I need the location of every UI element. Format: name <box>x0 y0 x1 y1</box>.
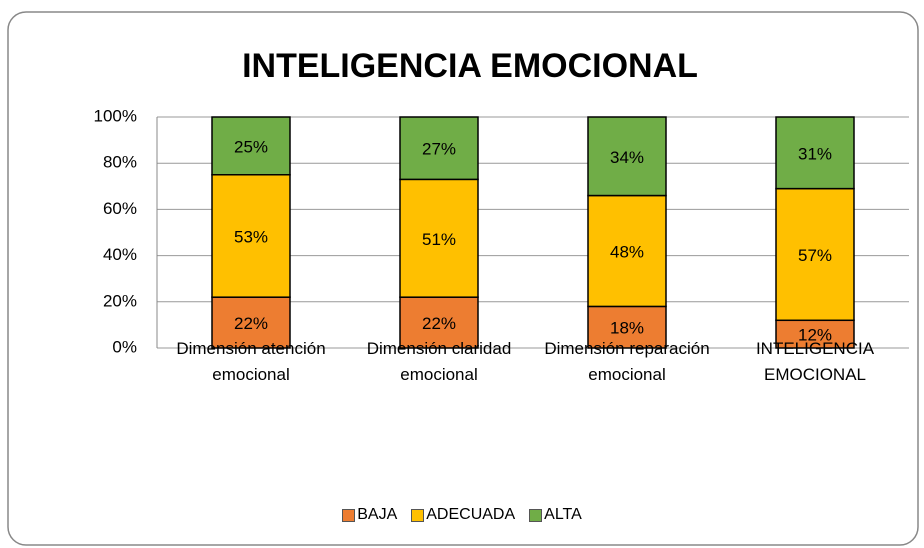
y-tick-label: 100% <box>94 106 137 125</box>
data-label: 34% <box>610 148 644 167</box>
data-label: 27% <box>422 140 456 159</box>
bar-segment <box>399 116 479 181</box>
bar-segment <box>587 194 667 308</box>
chart-title: INTELIGENCIA EMOCIONAL <box>242 47 698 85</box>
data-label: 53% <box>234 227 268 246</box>
legend-swatch <box>529 508 543 522</box>
x-tick-label: INTELIGENCIA EMOCIONAL <box>755 339 875 384</box>
legend-swatch <box>411 508 425 522</box>
legend-label: BAJA <box>357 506 398 523</box>
legend-item: ADECUADA <box>411 506 515 524</box>
bar-segment <box>587 305 667 349</box>
data-label: 12% <box>798 326 832 345</box>
bar-segment <box>775 319 855 349</box>
data-label: 18% <box>610 319 644 338</box>
x-tick-label: Dimensión atención emocional <box>176 339 326 384</box>
data-label: 57% <box>798 246 832 265</box>
legend-item: ALTA <box>529 506 582 524</box>
bar-segment <box>775 116 855 190</box>
legend: BAJA ADECUADA ALTA <box>0 506 924 524</box>
bar-segment <box>399 296 479 349</box>
data-label: 25% <box>234 137 268 156</box>
bar-segment <box>211 116 291 176</box>
bar-segment <box>587 116 667 197</box>
x-tick-label: Dimensión reparación emocional <box>544 339 710 384</box>
data-label: 48% <box>610 242 644 261</box>
y-tick-label: 80% <box>103 153 137 172</box>
bar-segment <box>775 187 855 322</box>
y-tick-label: 60% <box>103 199 137 218</box>
legend-swatch <box>342 508 356 522</box>
y-tick-label: 0% <box>112 337 137 356</box>
x-tick-label: Dimensión claridad emocional <box>366 339 512 384</box>
legend-label: ALTA <box>544 506 582 523</box>
bar-segment <box>211 174 291 298</box>
bar-segment <box>399 178 479 298</box>
data-label: 31% <box>798 144 832 163</box>
y-tick-label: 40% <box>103 245 137 264</box>
legend-label: ADECUADA <box>426 506 516 523</box>
data-label: 22% <box>422 314 456 333</box>
data-label: 51% <box>422 230 456 249</box>
data-label: 22% <box>234 314 268 333</box>
legend-item: BAJA <box>342 506 397 524</box>
y-tick-label: 20% <box>103 291 137 310</box>
